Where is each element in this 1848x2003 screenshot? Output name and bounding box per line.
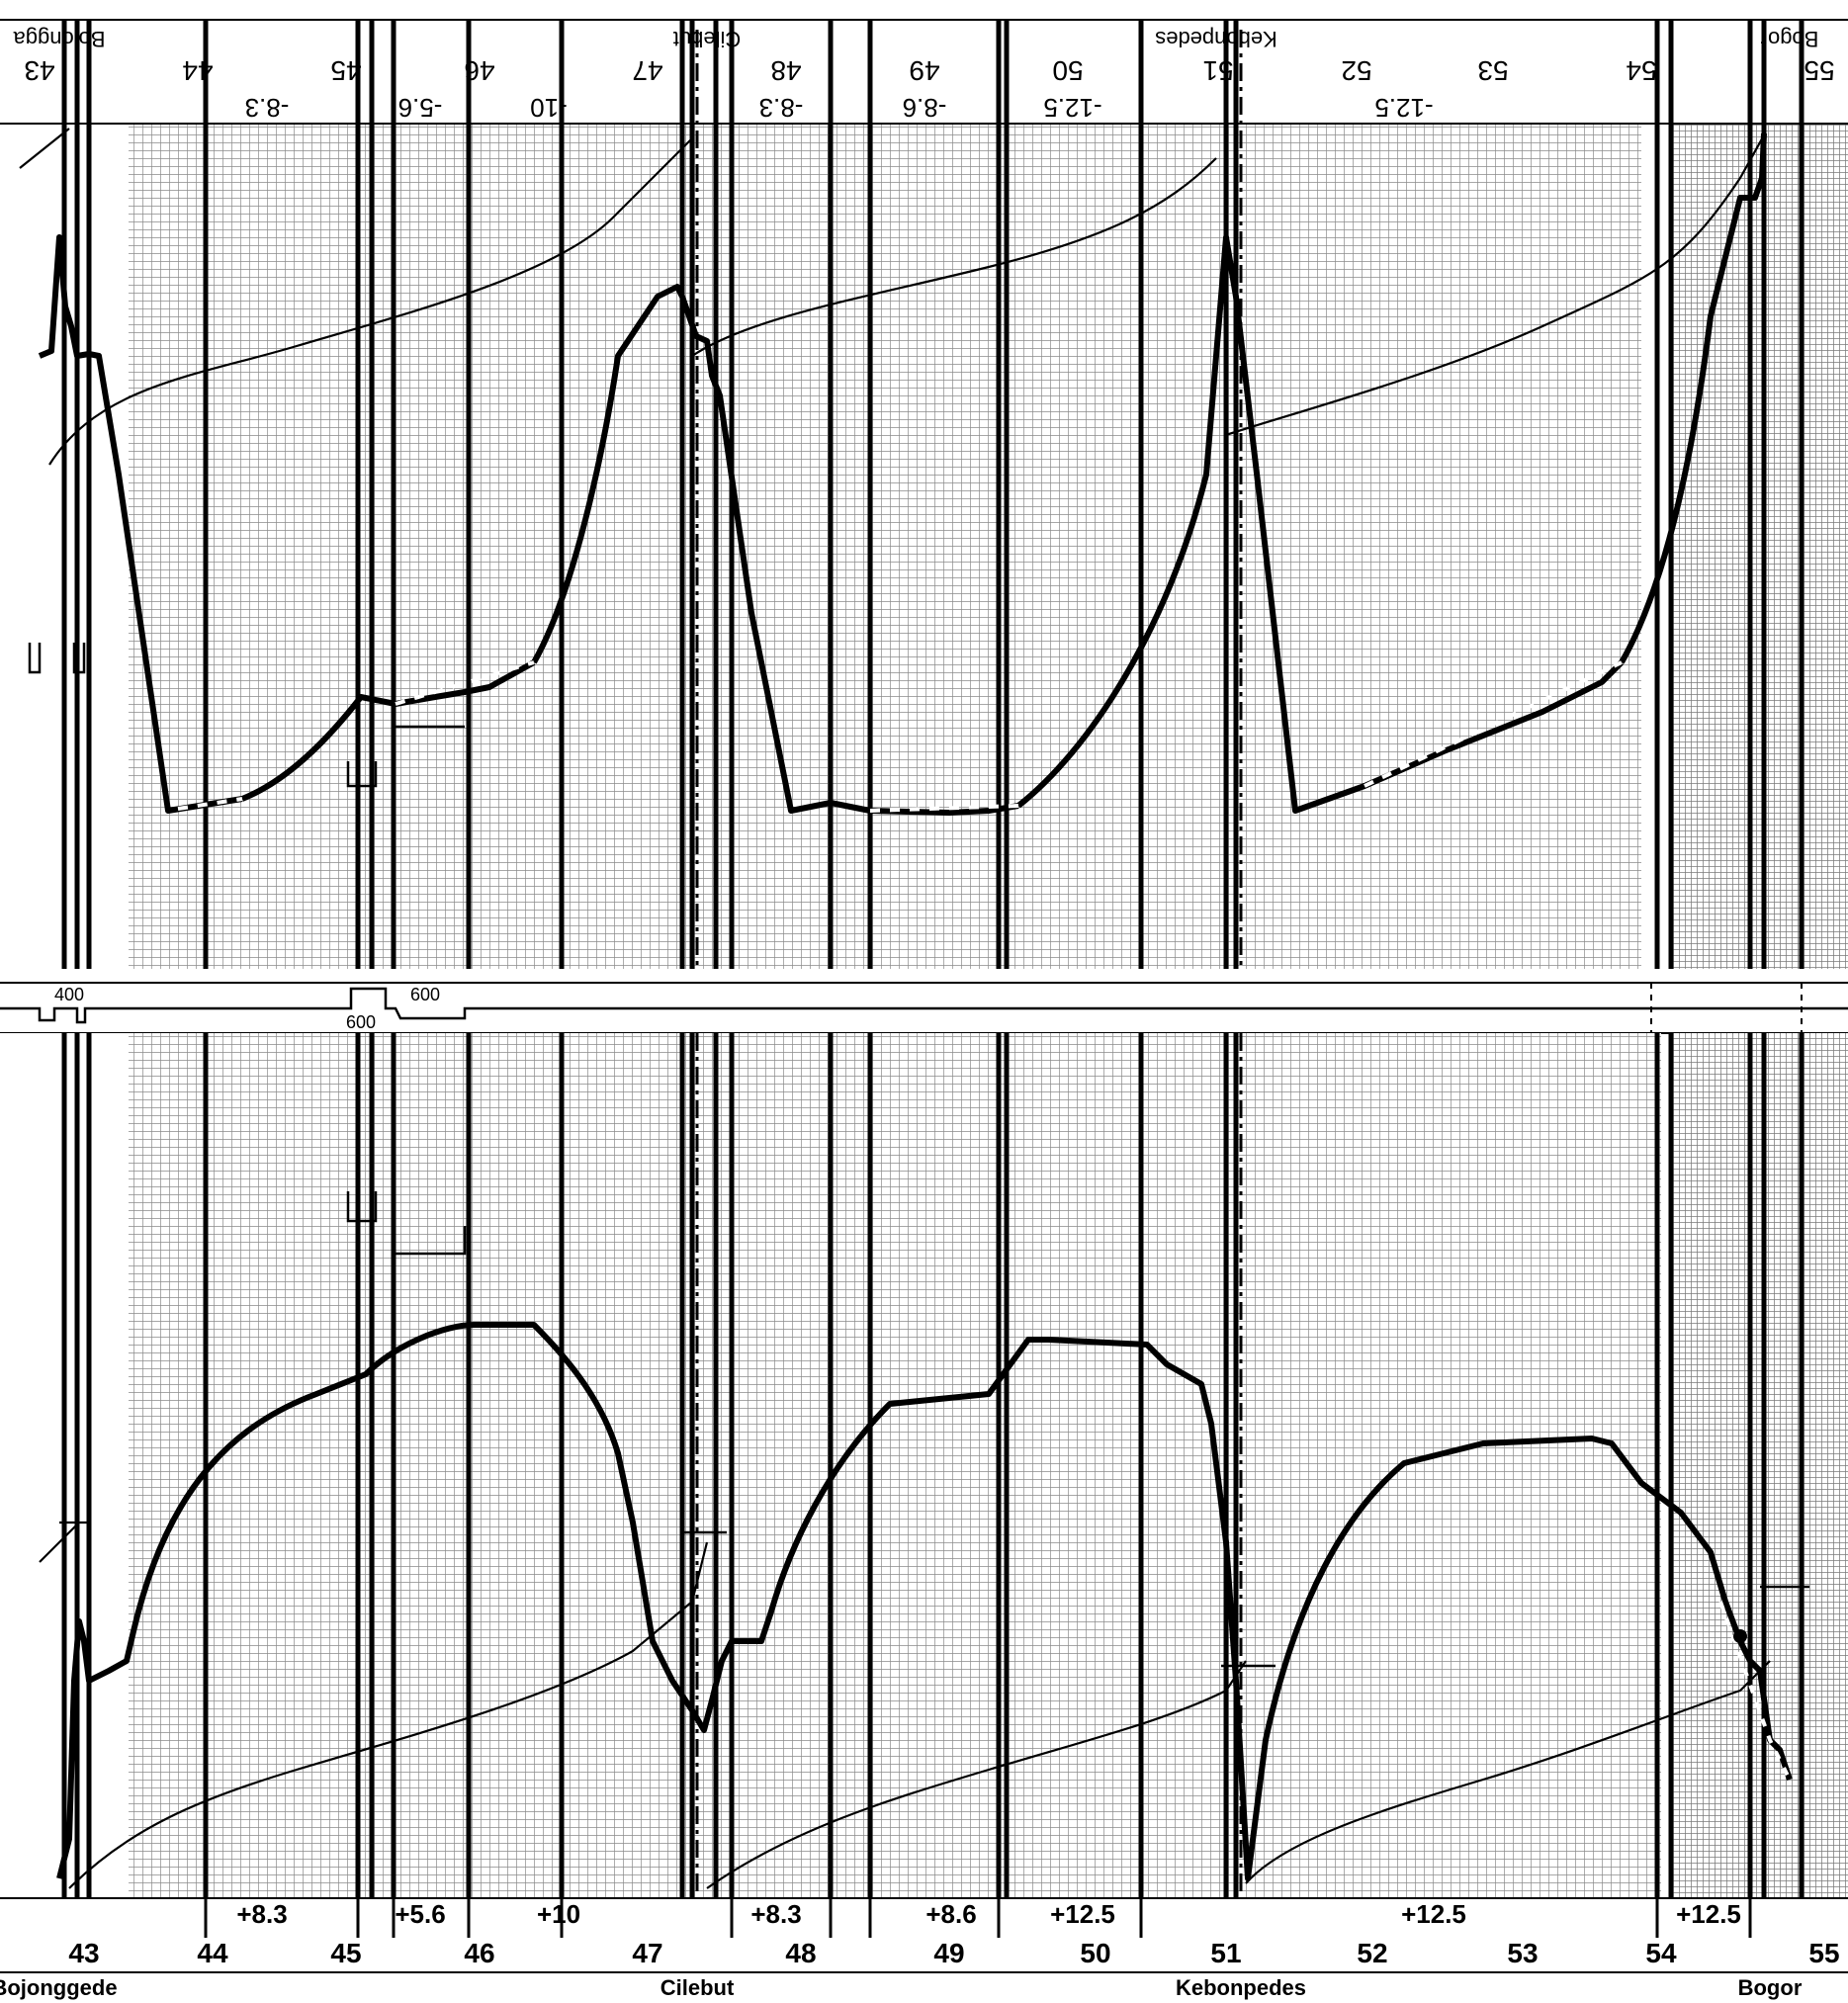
upper-station-2: Kebonpedes: [1155, 27, 1277, 51]
upper-gradient-6: -12.5: [1374, 93, 1433, 123]
lower-gradient-1: +5.6: [395, 1899, 445, 1929]
lower-gradient-0: +8.3: [236, 1899, 287, 1929]
upper-grid: [129, 124, 1641, 969]
lower-station-0: Bojonggede: [0, 1975, 118, 2000]
lower-km-post-49: 49: [933, 1938, 964, 1968]
lower-km-post-51: 51: [1210, 1938, 1241, 1968]
lower-gradient-6: +12.5: [1401, 1899, 1466, 1929]
lower-gradient-3: +8.3: [750, 1899, 801, 1929]
lower-km-post-48: 48: [785, 1938, 816, 1968]
upper-km-post-50: 50: [1052, 55, 1083, 86]
lower-gradient-7: +12.5: [1676, 1899, 1741, 1929]
upper-km-post-51: 51: [1202, 55, 1233, 86]
lower-station-1: Cilebut: [660, 1975, 735, 2000]
strip-label-400: 400: [54, 985, 84, 1004]
upper-gradient-0: -8.3: [245, 93, 290, 123]
upper-km-post-44: 44: [182, 55, 213, 86]
lower-station-2: Kebonpedes: [1176, 1975, 1306, 2000]
middle-strip: 400 600 600: [0, 969, 1848, 1034]
upper-gradient-4: -8.6: [903, 93, 947, 123]
upper-station-3: Bogor: [1761, 27, 1819, 51]
upper-km-post-43: 43: [24, 55, 54, 86]
lower-gradient-2: +10: [537, 1899, 580, 1929]
lower-km-post-50: 50: [1080, 1938, 1110, 1968]
strip-label-600-a: 600: [346, 1012, 376, 1032]
upper-km-post-54: 54: [1626, 55, 1656, 86]
lower-km-post-53: 53: [1507, 1938, 1538, 1968]
lower-km-post-45: 45: [330, 1938, 361, 1968]
lower-km-post-46: 46: [464, 1938, 494, 1968]
lower-km-post-55: 55: [1808, 1938, 1839, 1968]
upper-gradient-5: -12.5: [1043, 93, 1101, 123]
lower-station-3: Bogor: [1738, 1975, 1803, 2000]
upper-km-post-49: 49: [909, 55, 939, 86]
upper-panel: 43 44 45 46 47 48 49 50 51 52 53 54 55 Bojongga Cileb…: [0, 0, 1848, 969]
lower-km-post-52: 52: [1357, 1938, 1387, 1968]
strip-label-600-b: 600: [410, 985, 440, 1004]
upper-gradient-1: -5.6: [398, 93, 443, 123]
upper-km-post-47: 47: [632, 55, 662, 86]
lower-km-post-47: 47: [632, 1938, 662, 1968]
lower-km-post-43: 43: [68, 1938, 99, 1968]
upper-km-post-52: 52: [1341, 55, 1371, 86]
lower-gradient-5: +12.5: [1050, 1899, 1115, 1929]
lower-km-post-44: 44: [197, 1938, 228, 1968]
upper-gradient-3: -8.3: [759, 93, 804, 123]
lower-gradient-4: +8.6: [925, 1899, 976, 1929]
upper-km-post-55: 55: [1804, 55, 1834, 86]
upper-km-post-53: 53: [1477, 55, 1508, 86]
lower-panel: +8.3 +5.6 +10 +8.3 +8.6 +12.5 +12.5 +12.5 43 44 4…: [0, 1033, 1848, 2003]
upper-km-post-48: 48: [770, 55, 801, 86]
lower-km-post-54: 54: [1645, 1938, 1677, 1968]
